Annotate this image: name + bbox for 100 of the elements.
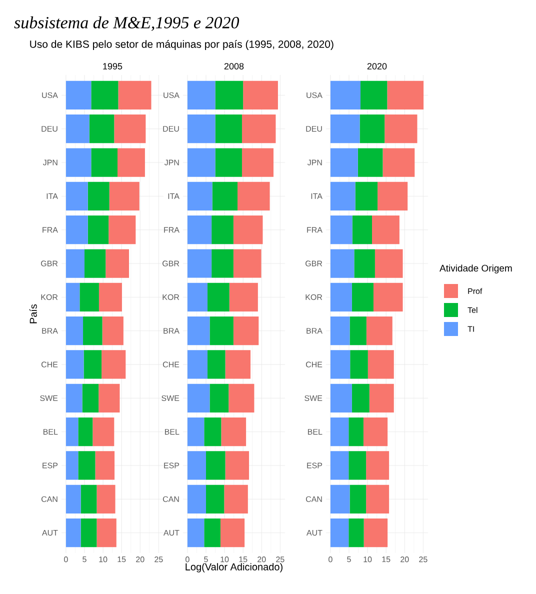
- y-tick-label: BRA: [306, 328, 322, 334]
- y-tick-label: AUT: [163, 530, 180, 536]
- bar: [187, 249, 212, 278]
- bar: [89, 114, 114, 144]
- bar: [330, 80, 360, 110]
- bar: [366, 316, 392, 346]
- x-tick-label: 10: [99, 556, 108, 562]
- bar: [80, 484, 97, 514]
- bar: [80, 282, 99, 312]
- y-tick-label: JPN: [164, 160, 179, 166]
- bar: [118, 80, 152, 110]
- bar: [66, 451, 78, 480]
- bar: [206, 484, 224, 514]
- bar: [212, 216, 234, 244]
- x-tick-label: 15: [382, 556, 390, 562]
- x-axis-title: Log(Valor Adicionado): [186, 563, 282, 572]
- x-tick-label: 25: [276, 556, 284, 562]
- bar: [363, 418, 388, 446]
- y-tick-label: BEL: [44, 429, 58, 435]
- y-tick-label: USA: [164, 92, 180, 98]
- bar: [225, 350, 251, 379]
- bar: [330, 451, 349, 480]
- bar: [350, 350, 368, 379]
- x-tick-label: 0: [64, 556, 68, 562]
- bar: [207, 350, 226, 379]
- bar: [368, 350, 394, 379]
- y-axis-title: País: [29, 304, 37, 324]
- bar: [330, 216, 352, 244]
- x-tick-label: 5: [82, 556, 86, 562]
- bar: [204, 518, 220, 548]
- bar: [330, 114, 360, 144]
- bar: [358, 148, 383, 177]
- x-tick-label: 20: [258, 556, 266, 562]
- x-tick-label: 10: [364, 556, 372, 562]
- bar: [88, 216, 109, 244]
- bar: [238, 182, 270, 210]
- bar: [78, 418, 93, 446]
- bar: [187, 80, 216, 110]
- bar: [373, 282, 403, 312]
- y-tick-label: JPN: [42, 160, 58, 166]
- bar: [207, 282, 230, 312]
- y-tick-label: ESP: [164, 462, 180, 468]
- bar: [233, 316, 259, 346]
- bar: [210, 316, 234, 346]
- bar: [187, 384, 210, 412]
- bar: [215, 148, 242, 177]
- y-tick-label: FRA: [42, 227, 58, 233]
- x-tick-label: 0: [328, 556, 332, 562]
- bar: [66, 316, 84, 346]
- bar: [80, 518, 97, 548]
- bar: [187, 350, 208, 379]
- x-tick-label: 10: [220, 556, 229, 562]
- bar: [109, 182, 140, 210]
- bar: [108, 216, 136, 244]
- bar: [215, 114, 242, 144]
- bar: [66, 114, 90, 144]
- y-tick-label: CHE: [306, 362, 322, 368]
- y-tick-label: GBR: [162, 260, 180, 266]
- bar: [95, 451, 115, 480]
- y-tick-label: ESP: [307, 462, 322, 468]
- chart-subtitle: 2008: [224, 63, 244, 70]
- y-tick-label: DEU: [42, 126, 58, 132]
- bar: [187, 316, 210, 346]
- bar: [374, 249, 403, 278]
- bar: [66, 216, 88, 244]
- x-tick-label: 20: [136, 556, 144, 562]
- bar: [212, 249, 234, 278]
- bar: [91, 80, 118, 110]
- bar: [228, 384, 254, 412]
- chart-subtitle: 2020: [367, 63, 387, 70]
- bar: [98, 282, 122, 312]
- bar: [187, 484, 206, 514]
- bar: [187, 418, 204, 446]
- bar: [242, 114, 276, 144]
- bar: [354, 249, 375, 278]
- y-tick-label: KOR: [41, 294, 58, 300]
- bar: [348, 518, 364, 548]
- y-tick-label: ESP: [42, 462, 58, 468]
- bar: [330, 350, 350, 379]
- y-tick-label: FRA: [307, 227, 322, 233]
- bar: [66, 518, 81, 548]
- x-tick-label: 0: [186, 556, 190, 562]
- y-tick-label: BEL: [308, 429, 322, 435]
- bar: [118, 148, 145, 177]
- bar: [210, 384, 229, 412]
- x-tick-label: 5: [204, 556, 208, 562]
- bar: [187, 282, 208, 312]
- bar: [350, 316, 366, 346]
- bar: [224, 484, 248, 514]
- y-tick-label: USA: [306, 92, 322, 98]
- bar: [243, 80, 278, 110]
- bar: [225, 451, 250, 480]
- bar: [212, 182, 238, 210]
- chart-subtitle: 1995: [103, 63, 122, 70]
- bar: [378, 182, 408, 210]
- y-tick-label: JPN: [307, 160, 322, 166]
- bar: [330, 249, 354, 278]
- bar: [83, 316, 102, 346]
- y-tick-label: GBR: [41, 260, 58, 266]
- y-tick-label: ITA: [46, 193, 58, 199]
